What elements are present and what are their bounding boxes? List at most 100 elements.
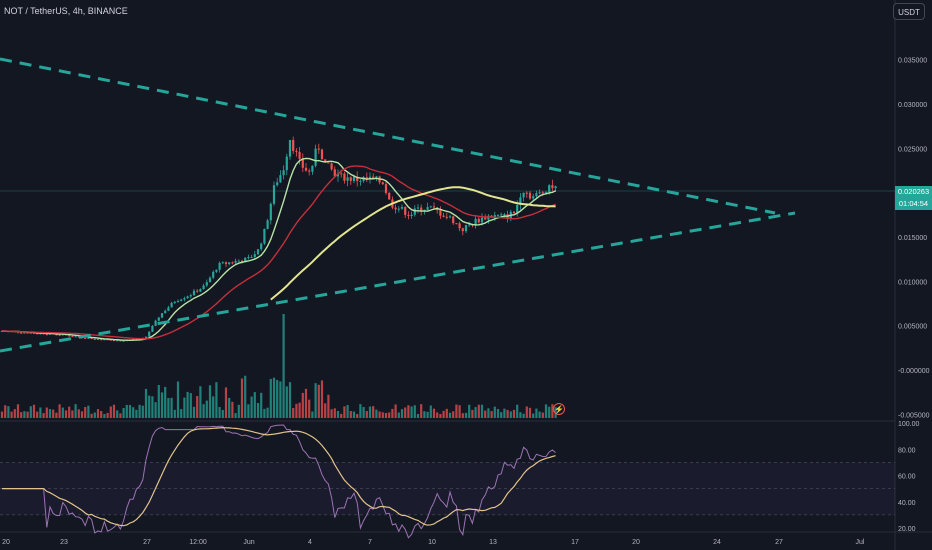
volume-bar [237,404,240,418]
volume-bar [496,408,500,418]
time-tick-label: 12:00 [189,539,207,546]
volume-bar [432,408,436,418]
candle-body [106,339,109,341]
volume-bar [144,388,148,418]
candle-body [96,338,100,340]
volume-bar [330,409,333,418]
volume-bar [314,383,317,418]
time-tick-label: 20 [632,539,640,546]
volume-bar [365,411,368,418]
volume-bar [391,408,394,418]
volume-bar [368,406,372,418]
volume-bar [160,392,164,418]
volume-bar [240,378,244,418]
volume-bar [68,406,71,418]
volume-bar [308,399,311,418]
candle-body [404,206,407,215]
volume-bar [122,407,125,418]
volume-bar [532,413,535,418]
candle-body [36,333,39,335]
candle-body [324,159,327,163]
volume-bar [96,409,100,418]
volume-bar [340,413,343,418]
volume-bar [157,384,160,418]
candle-body [256,249,260,255]
candle-body [202,285,205,290]
volume-bar [189,393,192,418]
candle-body [423,209,426,211]
volume-bar [423,411,426,418]
volume-bar [343,406,346,418]
candle-body [260,243,263,250]
volume-bar [224,387,228,418]
time-tick-label: Jun [243,539,254,546]
candle-body [84,337,87,339]
volume-bar [77,409,80,418]
volume-bar [346,405,349,418]
time-tick-label: 17 [571,539,579,546]
candle-body [359,180,362,182]
candle-body [144,336,148,339]
volume-bar [180,409,183,418]
volume-bar [458,405,461,418]
candle-body [157,317,160,321]
candle-body [548,185,551,193]
volume-bar [20,412,23,418]
candle-body [154,320,157,326]
candle-body [266,220,269,229]
candle-body [420,207,423,211]
candle-body [205,282,208,286]
volume-bar [490,411,493,418]
volume-bar [167,398,170,418]
candle-body [375,176,378,179]
volume-bar [7,406,10,418]
candle-body [170,302,173,308]
volume-bar [141,405,144,418]
ma-fast-line [1,157,556,342]
rsi-ma-line [2,426,556,527]
candle-body [522,192,525,198]
candle-body [372,176,375,179]
volume-bar [493,406,496,418]
candle-body [349,177,352,181]
candle-body [167,307,170,311]
candle-body [445,216,448,218]
candle-body [263,228,266,244]
volume-bar [74,404,77,418]
volume-bar [541,412,544,418]
time-tick-label: 10 [428,539,436,546]
currency-button[interactable]: USDT [893,3,925,20]
candle-body [384,184,388,193]
candle-body [330,163,333,170]
candle-body [480,217,484,223]
candle-body [250,256,253,258]
volume-bar [436,412,439,418]
candle-body [192,290,196,296]
candle-body [74,336,77,338]
volume-bar [215,382,218,418]
volume-bar [378,411,381,418]
candle-body [340,173,343,175]
candle-body [496,214,500,216]
candle-body [365,177,368,179]
volume-bar [276,379,279,418]
time-tick-label: 23 [60,539,68,546]
candle-body [87,337,90,339]
candle-body [442,215,445,217]
bolt-icon[interactable]: ⚡ [553,403,565,415]
volume-bar [509,411,512,418]
volume-bar [474,407,477,418]
volume-bar [247,404,250,418]
rsi-tick-label: 80.00 [898,447,916,454]
candle-body [180,299,183,301]
volume-bar [407,405,410,418]
candle-body [160,313,164,318]
volume-bar [452,411,455,418]
volume-bar [420,404,423,418]
time-tick-label: 24 [713,539,721,546]
volume-bar [410,406,413,418]
candle-body [122,340,125,342]
volume-bar [506,409,509,418]
time-tick-label: 4 [308,539,312,546]
